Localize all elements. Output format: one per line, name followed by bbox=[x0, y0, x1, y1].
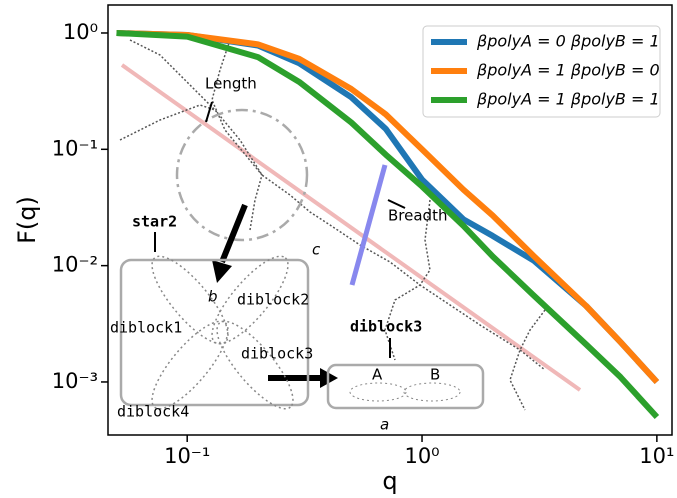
annotation: B bbox=[430, 366, 440, 384]
legend-label: βpolyA = 1 βpolyB = 1 bbox=[476, 90, 660, 109]
annotation: A bbox=[372, 366, 383, 384]
annotation: diblock4 bbox=[117, 403, 189, 421]
diblock-box bbox=[328, 365, 483, 408]
y-axis-label: F(q) bbox=[13, 196, 41, 244]
pointer bbox=[206, 102, 212, 122]
y-tick-label: 10⁻¹ bbox=[52, 136, 98, 160]
petal bbox=[404, 383, 460, 401]
x-tick-label: 10⁰ bbox=[404, 444, 439, 468]
y-tick-label: 10⁻² bbox=[52, 253, 98, 277]
y-tick-label: 10⁰ bbox=[63, 20, 98, 44]
arrow bbox=[222, 205, 245, 262]
chart: Length Breadth c star2 b diblock2 dibloc… bbox=[0, 0, 677, 498]
x-axis-label: q bbox=[382, 467, 397, 495]
breadth-bar bbox=[352, 165, 385, 285]
annotation: b bbox=[208, 288, 218, 306]
annotation: a bbox=[380, 416, 389, 434]
annotation: star2 bbox=[132, 213, 177, 231]
x-tick-label: 10⁻¹ bbox=[164, 444, 210, 468]
annotation: c bbox=[312, 241, 321, 259]
annotation: Breadth bbox=[388, 207, 447, 225]
legend-label: βpolyA = 0 βpolyB = 1 bbox=[476, 32, 660, 51]
annotation: diblock3 bbox=[350, 318, 422, 336]
annotation: diblock2 bbox=[237, 291, 309, 309]
annotation: diblock3 bbox=[241, 345, 313, 363]
x-tick-label: 10¹ bbox=[639, 444, 674, 468]
legend-label: βpolyA = 1 βpolyB = 0 bbox=[476, 61, 660, 80]
y-tick-label: 10⁻³ bbox=[52, 369, 98, 393]
annotation: Length bbox=[205, 75, 257, 93]
zoom-circle bbox=[177, 110, 307, 240]
arrow-head bbox=[212, 260, 232, 283]
petal bbox=[350, 383, 406, 401]
annotation: diblock1 bbox=[110, 319, 182, 337]
